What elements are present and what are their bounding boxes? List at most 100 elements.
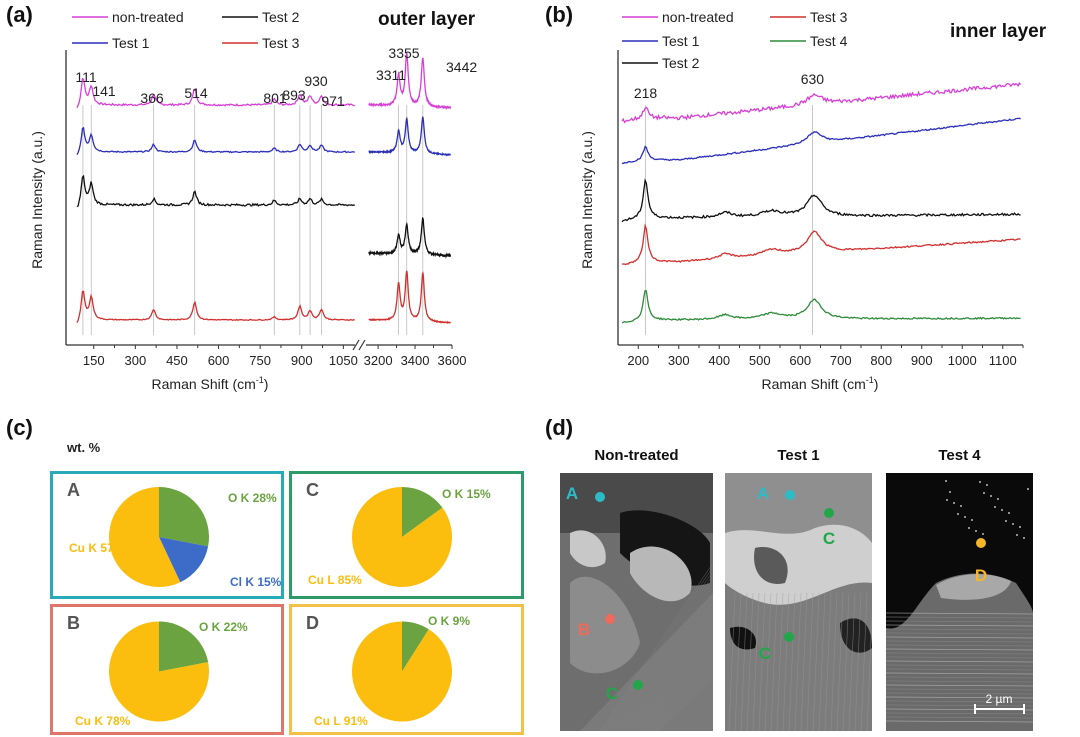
sem-region [570, 576, 640, 674]
sem-scratch [601, 566, 713, 731]
sem-scratch [621, 606, 713, 731]
marker-label: A [757, 484, 769, 503]
sem-speck [1016, 534, 1018, 536]
peak-label: 3442 [446, 59, 477, 75]
sem-speck [1012, 523, 1014, 525]
series-line-test-2 [621, 178, 1021, 223]
axis-break-mark [352, 339, 360, 351]
sem-scratch [886, 664, 1033, 667]
sem-scratch [734, 592, 742, 731]
sem-scratch [728, 592, 736, 731]
pie-slice-label: O K 28% [228, 491, 277, 505]
pie-box-letter: A [67, 480, 80, 500]
legend-label: non-treated [112, 9, 184, 25]
sem-scratch [635, 634, 713, 731]
sem-scratch [800, 592, 808, 731]
pie-slice-label: O K 9% [428, 614, 470, 628]
peak-label: 3355 [388, 45, 419, 61]
sem-scratch [886, 656, 1033, 659]
sem-scratch [776, 592, 784, 731]
x-axis-label: Raman Shift (cm-1) [762, 375, 879, 392]
sem-scratch [848, 592, 856, 731]
sem-scratch [886, 704, 1033, 707]
sem-speck [1008, 512, 1010, 514]
sem-region [725, 524, 872, 605]
x-tick-label: 3600 [438, 353, 467, 368]
sem-region [730, 626, 756, 650]
sem-scratch [886, 700, 1033, 703]
x-tick-label: 200 [627, 353, 649, 368]
sem-scratch [886, 720, 1033, 723]
sem-micrograph: A C C [725, 473, 872, 731]
sem-speck [1001, 509, 1003, 511]
pie-slice-label: O K 22% [199, 620, 248, 634]
sem-scratch [886, 640, 1033, 643]
series-line-non-treated [76, 77, 355, 108]
legend-label: Test 3 [810, 9, 848, 25]
sem-scratch [655, 674, 713, 731]
sem-image-test-1: A C C [725, 473, 872, 731]
pie-chart-b: O K 22% Cu K 78% [75, 620, 248, 728]
x-tick-label: 700 [830, 353, 852, 368]
sem-speck [946, 499, 948, 501]
sem-scratch [641, 646, 713, 731]
sem-scratch [647, 658, 713, 731]
peak-label: 930 [304, 73, 328, 89]
peak-label: 971 [321, 93, 345, 109]
marker-dot [633, 680, 643, 690]
legend-label: Test 1 [662, 33, 700, 49]
pie-box-letter: B [67, 613, 80, 633]
pie-slice-label: Cl K 15% [230, 575, 281, 589]
marker-dot [976, 538, 986, 548]
sem-region [936, 574, 1011, 600]
x-tick-label: 600 [208, 353, 230, 368]
sem-scratch [607, 578, 713, 731]
sem-speck [968, 527, 970, 529]
sem-scratch [886, 648, 1033, 651]
sem-scratch [758, 592, 766, 731]
sem-scratch [806, 592, 814, 731]
x-tick-label: 150 [83, 353, 105, 368]
chart-title: inner layer [950, 21, 1047, 42]
chart-a-outer-layer: 150 300 450 600 750 900 1050 3200 3400 3600 Raman … [29, 9, 477, 392]
pie-chart-a: O K 28% Cl K 15% Cu K 57% [69, 487, 281, 589]
sem-scratch [886, 688, 1033, 691]
sem-scratch [860, 592, 868, 731]
x-tick-label: 1100 [989, 353, 1017, 368]
legend-label: Test 3 [262, 35, 300, 51]
series-line-test-1 [76, 126, 355, 156]
sem-scratch [830, 592, 838, 731]
sem-scratch [886, 644, 1033, 647]
marker-label: C [823, 529, 835, 548]
pie-box-letter: D [306, 613, 319, 633]
sem-scratch [617, 598, 713, 731]
x-tick-label: 500 [749, 353, 771, 368]
sem-scratch [657, 678, 713, 731]
sem-scratch [643, 650, 713, 731]
x-tick-label: 300 [668, 353, 690, 368]
x-tick-label: 3200 [364, 353, 393, 368]
sem-scratch [613, 590, 713, 731]
sem-scratch [886, 652, 1033, 655]
chart-b-inner-layer: 200 300 400 500 600 700 800 900 1000 1100 Raman Sh… [579, 9, 1047, 392]
sem-image-title: Test 4 [938, 447, 981, 464]
sem-scratch [764, 592, 772, 731]
sem-scratch [619, 602, 713, 731]
pie-slice-label: O K 15% [442, 487, 491, 501]
sem-scratch [637, 638, 713, 731]
series-line-test-2 [76, 174, 356, 208]
sem-region [570, 530, 606, 568]
x-tick-label: 900 [291, 353, 313, 368]
sem-scratch [609, 582, 713, 731]
sem-speck [1023, 537, 1025, 539]
series-line-test-1 [368, 116, 452, 157]
sem-speck [990, 495, 992, 497]
sem-scratch [812, 592, 820, 731]
pie-slice-label: Cu L 85% [308, 573, 362, 587]
sem-scratch [824, 592, 832, 731]
legend-label: Test 2 [262, 9, 300, 25]
pie-chart-d: O K 9% Cu L 91% [314, 614, 470, 728]
series-line-test-3 [622, 223, 1021, 266]
x-tick-label: 600 [789, 353, 811, 368]
sem-scratch [886, 624, 1033, 627]
